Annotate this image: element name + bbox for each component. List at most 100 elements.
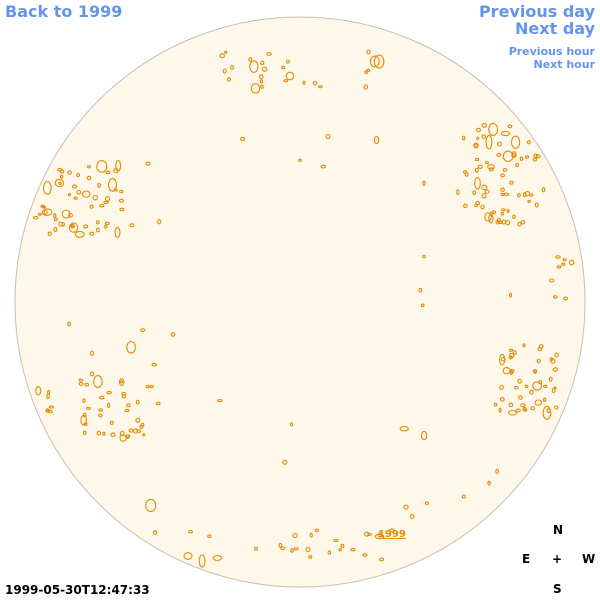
contour (462, 135, 466, 141)
contour (484, 189, 490, 194)
contour (107, 178, 118, 192)
contour (89, 231, 95, 236)
contour (126, 403, 131, 408)
contour (495, 219, 500, 225)
contour (74, 230, 85, 238)
contour (420, 430, 428, 441)
next-hour-link[interactable]: Next hour (533, 58, 596, 71)
contour (520, 403, 526, 408)
contour (548, 278, 555, 283)
contour (285, 71, 295, 81)
contour (230, 65, 234, 70)
previous-day-link[interactable]: Previous day (478, 2, 595, 21)
contour (106, 390, 112, 395)
contour (89, 204, 94, 209)
compass-west: W (582, 552, 596, 566)
contour (118, 378, 125, 387)
contour (550, 358, 556, 364)
contour (508, 355, 513, 360)
contour (71, 184, 78, 189)
contour (59, 174, 64, 179)
contour (508, 409, 517, 416)
contour (61, 221, 65, 227)
contour (500, 192, 505, 197)
contour (542, 397, 547, 402)
contour (488, 122, 499, 136)
contour (477, 164, 483, 169)
contour (474, 176, 481, 190)
contour (99, 395, 105, 400)
contour (113, 187, 118, 192)
contour (515, 408, 521, 413)
contour (327, 550, 332, 555)
contour (509, 292, 513, 298)
contour (424, 501, 429, 506)
contour (367, 532, 372, 536)
contour (207, 534, 212, 539)
contour (104, 221, 110, 226)
contour (555, 255, 561, 259)
contour (48, 405, 54, 409)
contour (76, 172, 81, 178)
contour (514, 385, 519, 390)
compass-north: N (553, 523, 564, 537)
contour (532, 369, 538, 373)
contour (54, 178, 65, 188)
contour (253, 547, 259, 551)
contour (114, 226, 121, 238)
contour (524, 384, 529, 389)
contour (219, 53, 225, 59)
contour (543, 384, 548, 389)
contour (501, 208, 506, 212)
previous-hour-link[interactable]: Previous hour (508, 45, 595, 58)
contour (527, 199, 531, 204)
contour (119, 189, 124, 194)
contour (461, 494, 466, 499)
contour (517, 221, 522, 227)
back-link[interactable]: Back to 1999 (5, 2, 123, 21)
contour (510, 135, 521, 149)
contour (53, 217, 58, 222)
contour (420, 303, 425, 308)
contour (96, 430, 102, 436)
contour (126, 340, 136, 354)
contour (278, 542, 283, 548)
contour (98, 413, 103, 418)
contour (515, 162, 520, 168)
contour (57, 168, 63, 172)
contour (503, 192, 510, 196)
contour (41, 205, 46, 209)
contour (259, 79, 264, 84)
contour (553, 295, 558, 299)
contour (70, 224, 76, 229)
next-day-link[interactable]: Next day (515, 19, 595, 38)
contour (98, 408, 103, 412)
contour (554, 405, 559, 410)
contour (41, 208, 53, 217)
contour (552, 367, 559, 372)
contour (533, 153, 538, 159)
contour (472, 190, 477, 195)
contour (366, 49, 371, 55)
contour (115, 159, 122, 172)
contour (373, 136, 380, 145)
contour (67, 170, 72, 175)
contour (58, 181, 62, 185)
contour (499, 397, 505, 402)
contour (155, 401, 161, 406)
contour (548, 376, 553, 382)
contour (522, 343, 526, 348)
contour (498, 407, 502, 413)
contour (511, 153, 517, 158)
contour (508, 348, 514, 352)
contour (568, 259, 575, 266)
contour (198, 554, 206, 568)
contour (145, 384, 150, 389)
contour (403, 504, 409, 510)
contour (473, 142, 479, 147)
disk-year-link[interactable]: 1999 (378, 529, 406, 540)
contour (76, 189, 82, 195)
contour (488, 214, 494, 224)
contour (226, 77, 231, 82)
contour (135, 399, 140, 405)
